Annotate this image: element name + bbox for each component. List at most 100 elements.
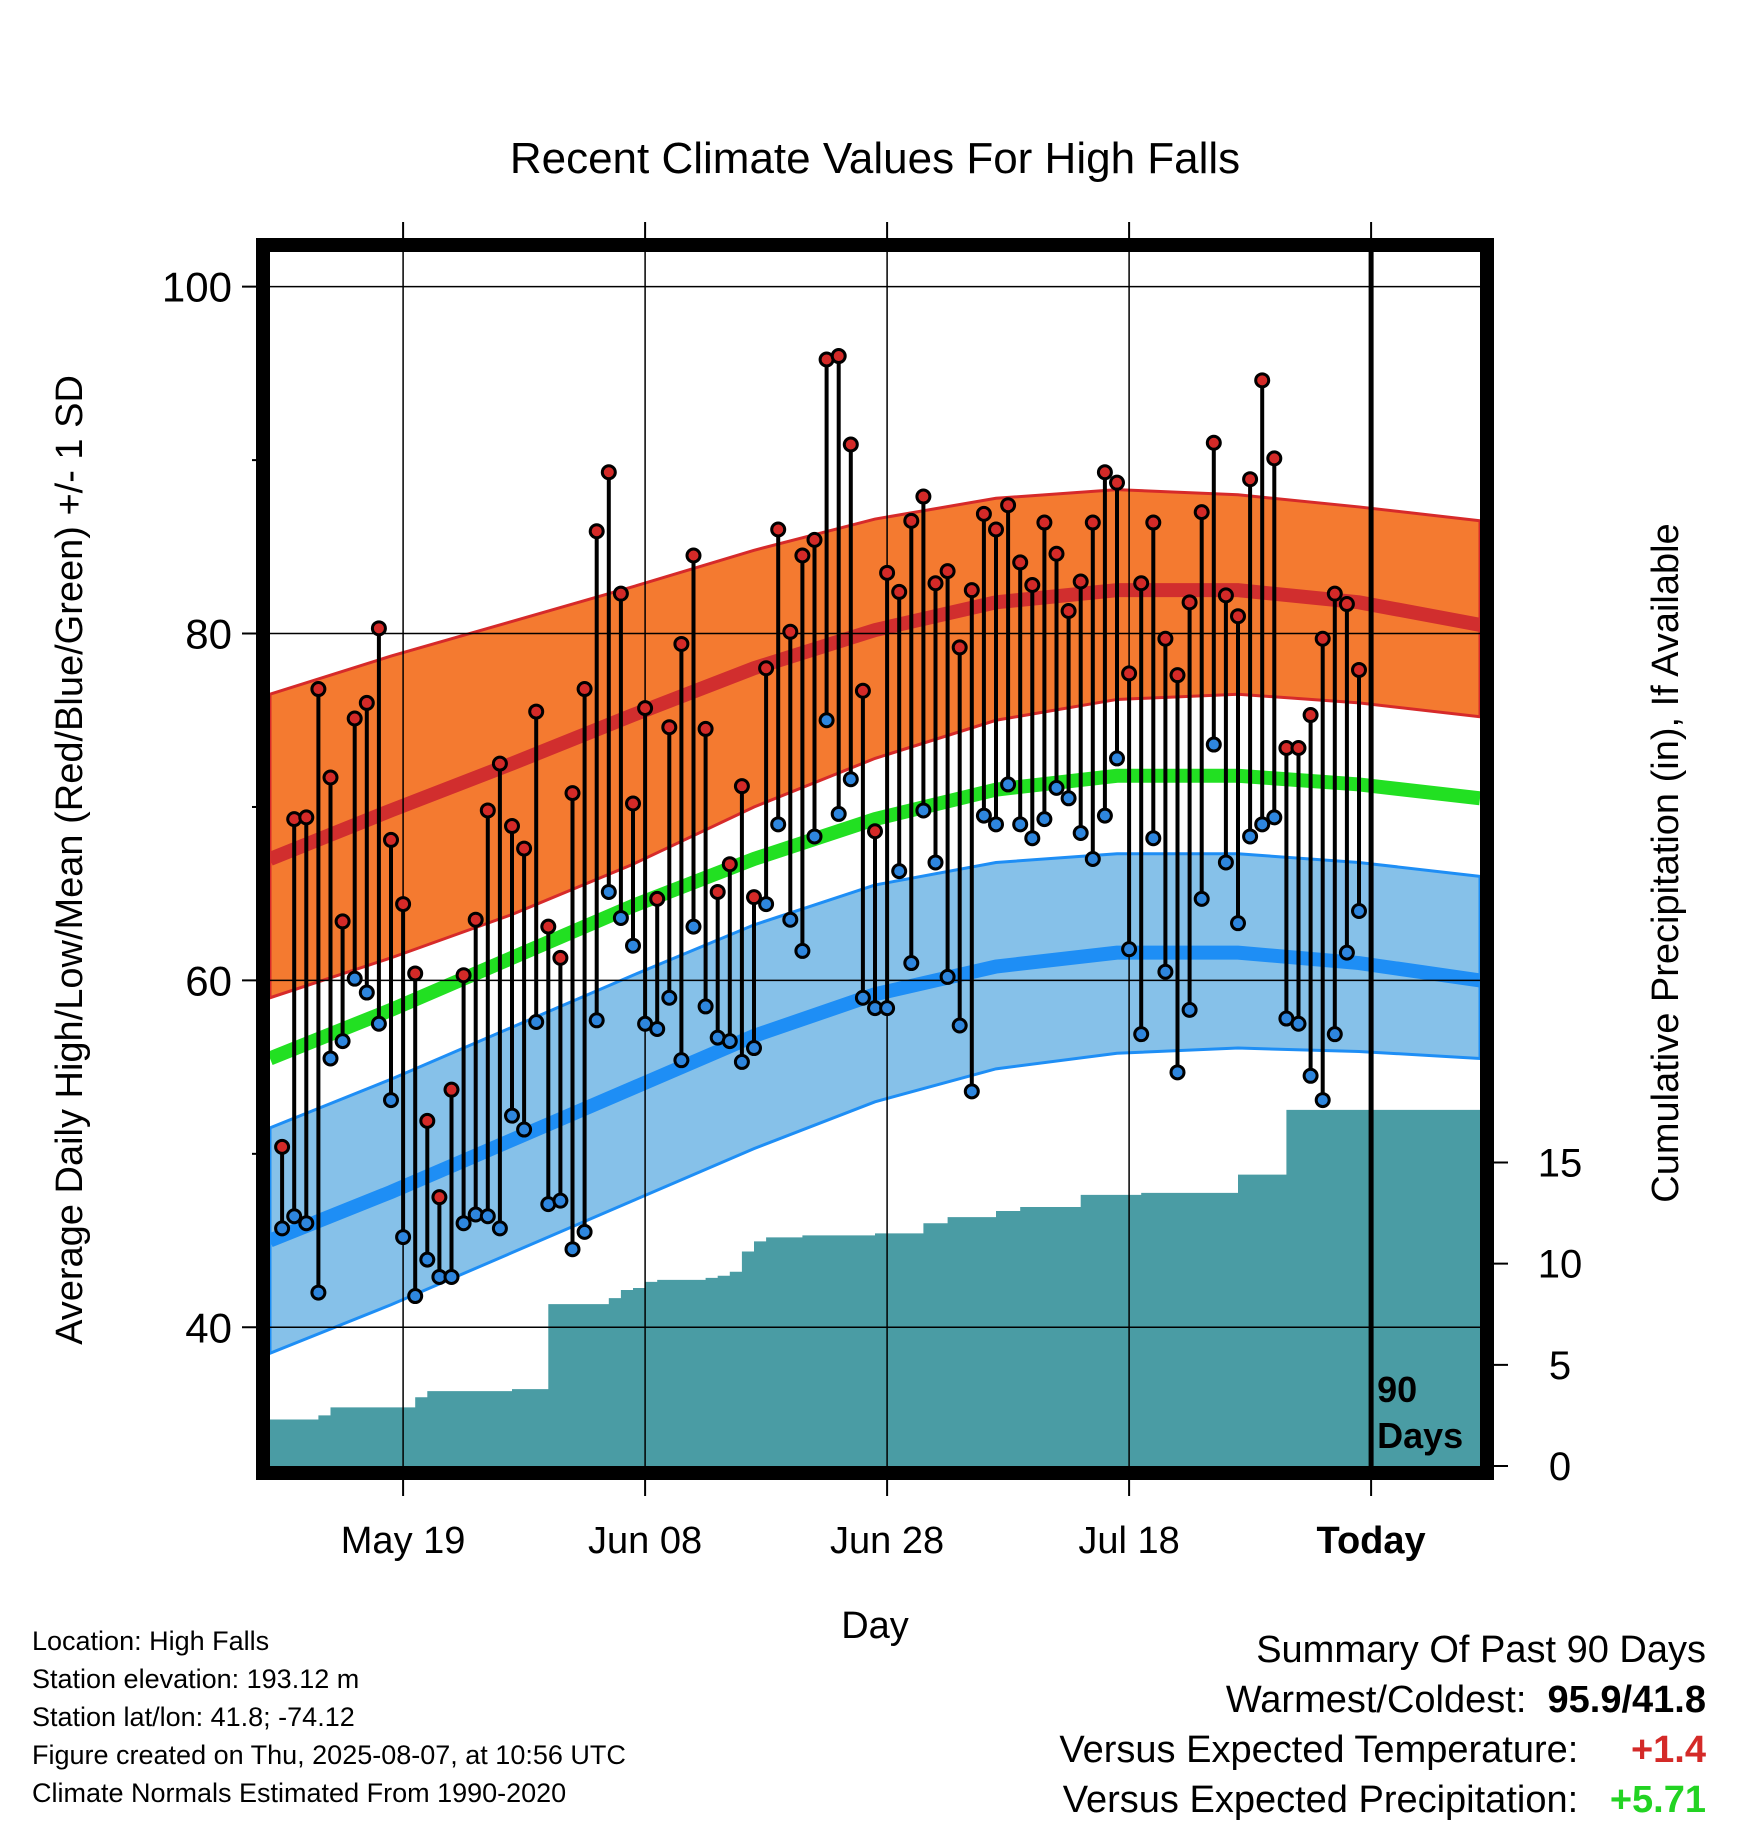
station-info: Location: High Falls Station elevation: … <box>32 1622 626 1812</box>
y-tick-label: 60 <box>185 957 232 1004</box>
daily-high-point <box>1254 372 1271 389</box>
today-days-number: 90 <box>1377 1369 1417 1410</box>
daily-high-point <box>1217 587 1234 604</box>
daily-high-point <box>988 521 1004 538</box>
daily-low-point <box>939 968 956 985</box>
daily-high-point <box>1290 740 1307 757</box>
daily-low-point <box>770 816 787 833</box>
daily-low-point <box>842 771 859 788</box>
y-tick-label: 40 <box>185 1304 232 1351</box>
elevation-text: Station elevation: 193.12 m <box>32 1664 360 1694</box>
daily-low-point <box>443 1268 460 1285</box>
daily-high-point <box>1048 545 1065 562</box>
daily-high-point <box>274 1138 291 1155</box>
daily-low-point <box>310 1284 327 1301</box>
x-tick-label: Today <box>1317 1520 1426 1562</box>
daily-low-point <box>588 1012 605 1029</box>
daily-high-point <box>770 521 787 538</box>
daily-high-point <box>1096 464 1113 481</box>
daily-low-point <box>1290 1015 1307 1032</box>
daily-high-point <box>455 967 472 984</box>
y2-axis-label: Cumulative Precipitation (in), If Availa… <box>1645 523 1687 1202</box>
daily-low-point <box>1048 779 1065 796</box>
plot-area <box>270 252 1480 1466</box>
daily-low-point <box>286 1208 303 1225</box>
daily-low-point <box>1302 1067 1319 1084</box>
daily-high-point <box>1000 497 1017 514</box>
daily-high-point <box>685 547 702 564</box>
latlon-text: Station lat/lon: 41.8; -74.12 <box>32 1702 355 1732</box>
daily-low-point <box>1193 890 1210 907</box>
daily-low-point <box>903 955 920 972</box>
daily-high-point <box>721 856 738 873</box>
daily-high-point <box>479 802 496 819</box>
summary-panel: Summary Of Past 90 Days Warmest/Coldest:… <box>1059 1625 1706 1825</box>
daily-low-point <box>1338 944 1355 961</box>
daily-high-point <box>649 890 666 907</box>
daily-low-point <box>334 1033 351 1050</box>
daily-low-point <box>782 911 799 928</box>
daily-high-point <box>370 620 387 637</box>
temp-label: Versus Expected Temperature: <box>1059 1729 1579 1771</box>
chart-title: Recent Climate Values For High Falls <box>510 134 1240 183</box>
daily-low-point <box>1351 903 1367 920</box>
daily-low-point <box>806 828 823 845</box>
y2-tick-label: 10 <box>1538 1243 1583 1287</box>
daily-high-point <box>951 639 968 656</box>
daily-low-point <box>758 896 775 913</box>
daily-high-point <box>1169 667 1186 684</box>
daily-low-point <box>1314 1092 1331 1109</box>
daily-high-point <box>733 778 750 795</box>
daily-low-point <box>733 1053 750 1070</box>
daily-low-point <box>346 970 363 987</box>
daily-high-point <box>1181 594 1198 611</box>
daily-high-point <box>1145 514 1162 531</box>
daily-high-point <box>1157 630 1174 647</box>
daily-low-point <box>479 1208 496 1225</box>
daily-low-point <box>1133 1026 1150 1043</box>
daily-high-point <box>963 582 980 599</box>
daily-high-point <box>879 564 896 581</box>
daily-low-point <box>975 807 992 824</box>
daily-low-point <box>1205 736 1222 753</box>
precip-row: Versus Expected Precipitation: +5.71 <box>1059 1775 1706 1825</box>
daily-high-point <box>903 512 920 529</box>
daily-high-point <box>564 785 581 802</box>
location-text: Location: High Falls <box>32 1626 270 1656</box>
daily-low-point <box>383 1092 399 1109</box>
daily-low-point <box>746 1040 762 1057</box>
daily-low-point <box>951 1017 968 1034</box>
daily-high-point <box>915 488 932 505</box>
daily-high-point <box>552 949 569 966</box>
daily-low-point <box>298 1215 315 1232</box>
daily-high-point <box>310 681 327 698</box>
daily-low-point <box>794 942 811 959</box>
daily-high-point <box>1072 573 1089 590</box>
daily-high-point <box>491 755 508 772</box>
daily-high-point <box>854 682 871 699</box>
daily-high-point <box>1230 608 1246 625</box>
daily-low-point <box>564 1241 581 1258</box>
daily-low-point <box>854 989 871 1006</box>
daily-high-point <box>431 1189 448 1206</box>
daily-low-point <box>455 1215 472 1232</box>
daily-low-point <box>1326 1026 1343 1043</box>
daily-high-point <box>1338 596 1355 613</box>
daily-low-point <box>673 1052 690 1069</box>
normals-text: Climate Normals Estimated From 1990-2020 <box>32 1778 567 1808</box>
daily-low-point <box>685 918 702 935</box>
daily-low-point <box>370 1015 387 1032</box>
daily-low-point <box>963 1083 980 1100</box>
daily-high-point <box>407 965 424 982</box>
daily-low-point <box>612 909 629 926</box>
daily-low-point <box>625 937 641 954</box>
precip-value: +5.71 <box>1609 1779 1706 1821</box>
daily-low-point <box>1242 828 1259 845</box>
daily-high-point <box>443 1081 460 1098</box>
daily-low-point <box>988 816 1004 833</box>
daily-low-point <box>1145 830 1162 847</box>
x-tick-label: Jul 18 <box>1078 1520 1179 1562</box>
daily-low-point <box>1084 851 1101 867</box>
daily-high-point <box>467 911 484 928</box>
daily-high-point <box>830 348 847 365</box>
